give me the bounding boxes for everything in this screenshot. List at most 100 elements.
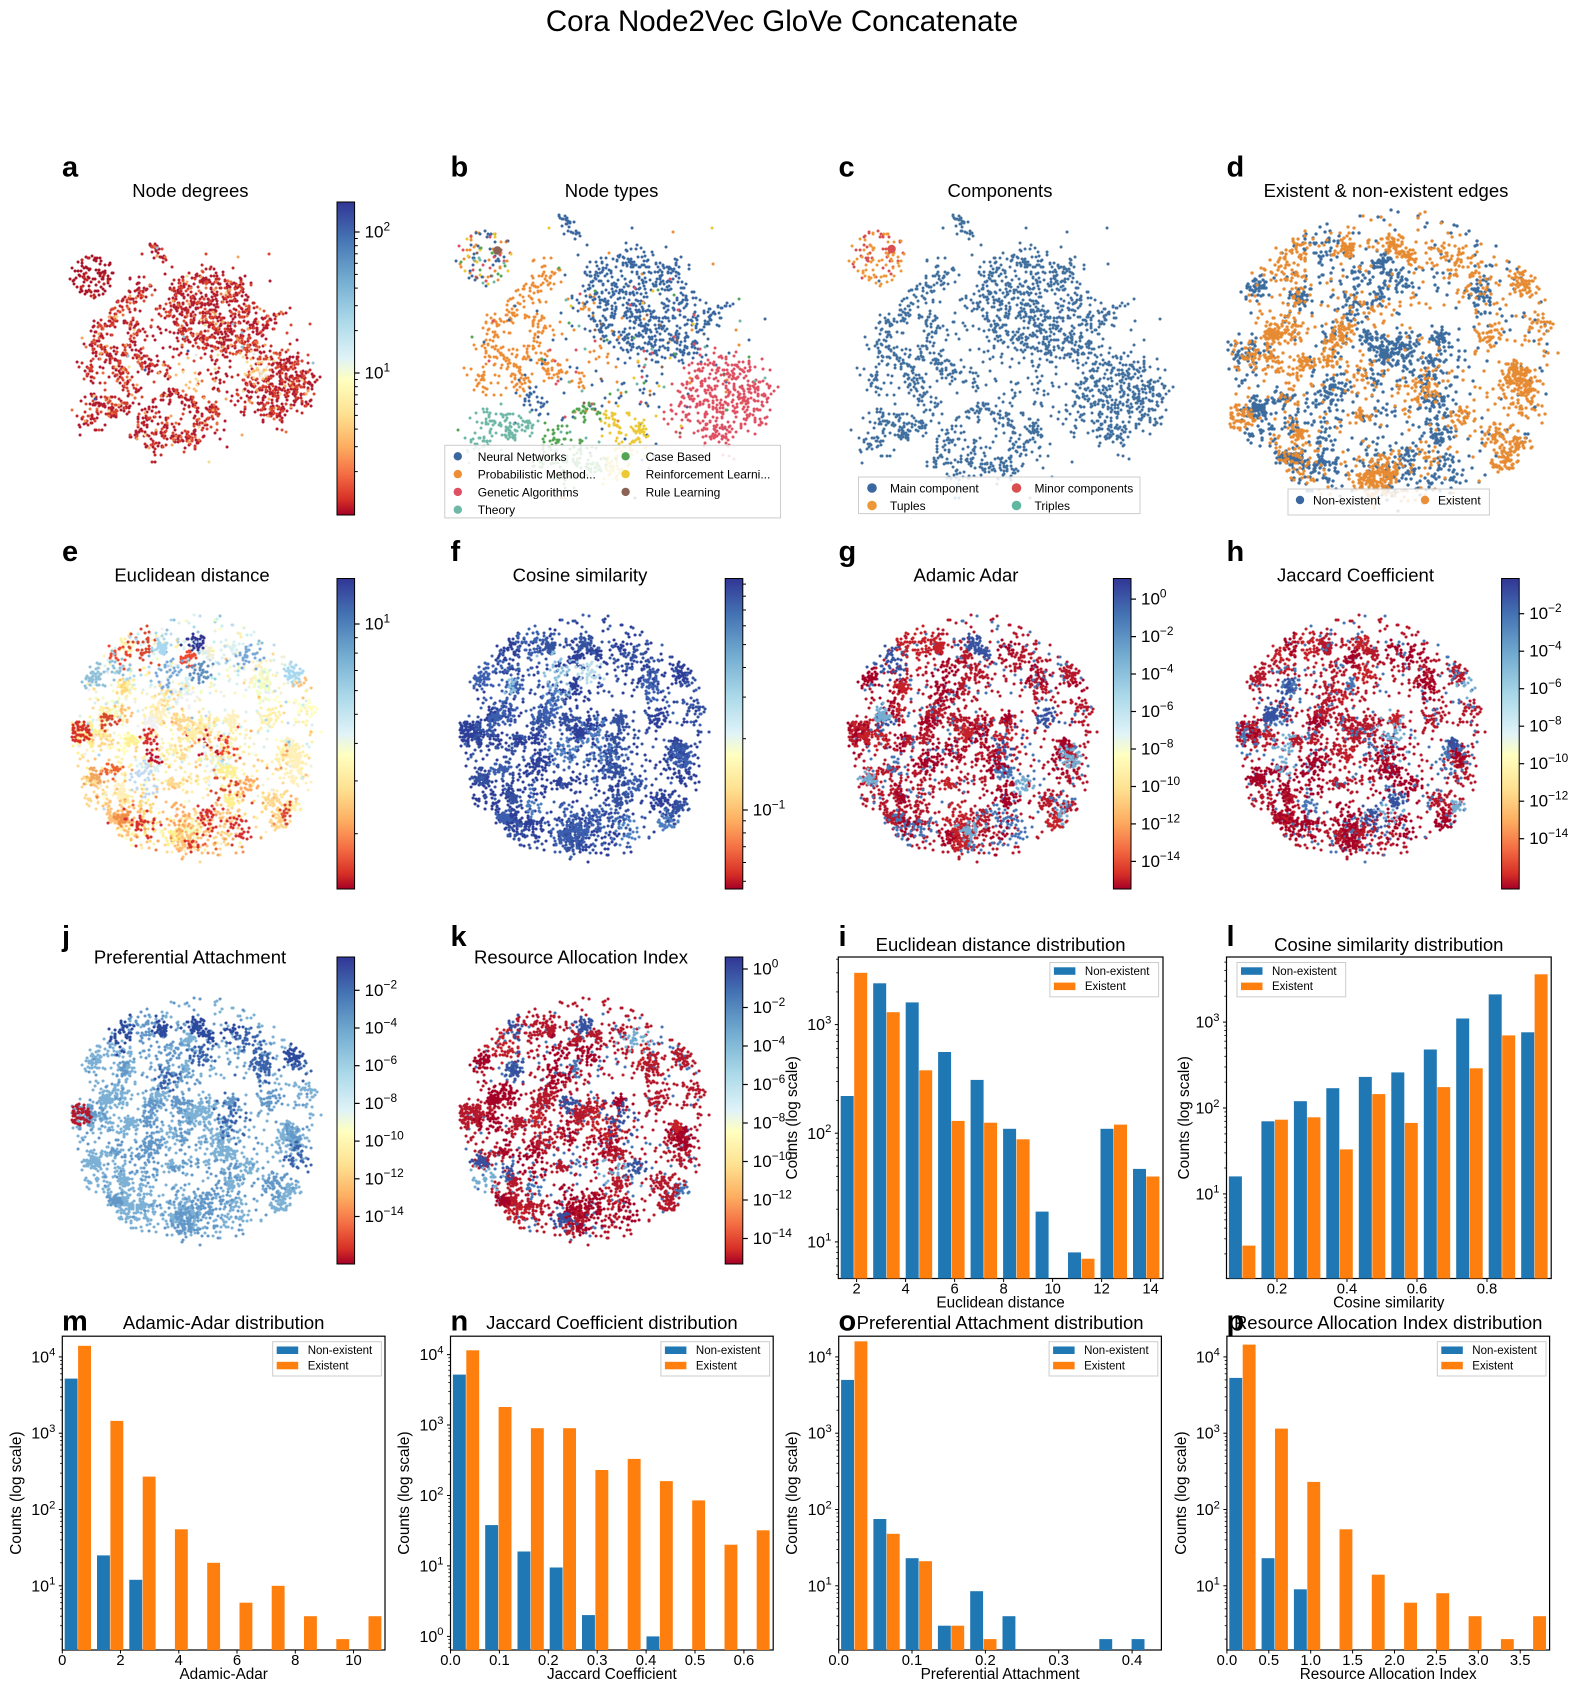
svg-text:Non-existent: Non-existent [308,1345,373,1357]
svg-text:Jaccard Coefficient: Jaccard Coefficient [1277,565,1434,586]
svg-text:0.8: 0.8 [1477,1282,1498,1298]
svg-text:0.5: 0.5 [1259,1653,1280,1669]
svg-text:Cosine similarity: Cosine similarity [513,565,648,586]
svg-text:4: 4 [901,1282,909,1298]
svg-text:Adamic-Adar: Adamic-Adar [179,1666,267,1683]
svg-text:Existent: Existent [696,1360,738,1372]
svg-text:10−12: 10−12 [753,1187,792,1209]
svg-text:6: 6 [233,1653,241,1669]
svg-text:Counts (log scale): Counts (log scale) [1173,1431,1190,1554]
svg-text:2: 2 [852,1282,860,1298]
svg-text:103: 103 [807,1014,831,1034]
svg-text:Existent: Existent [1084,1360,1126,1372]
svg-text:Counts (log scale): Counts (log scale) [396,1431,413,1554]
svg-text:10−2: 10−2 [365,978,398,1000]
svg-text:f: f [451,536,461,568]
svg-text:Non-existent: Non-existent [1085,966,1150,978]
svg-text:k: k [451,921,468,953]
svg-text:10−10: 10−10 [1529,751,1568,773]
svg-text:10−4: 10−4 [753,1033,786,1055]
svg-text:Existent: Existent [1085,981,1127,993]
svg-text:104: 104 [31,1347,55,1367]
svg-text:Counts (log scale): Counts (log scale) [784,1056,801,1179]
svg-text:Resource Allocation Index: Resource Allocation Index [474,947,689,968]
svg-text:10−12: 10−12 [1141,811,1180,833]
svg-text:100: 100 [419,1626,443,1646]
svg-text:0.4: 0.4 [1122,1653,1143,1669]
svg-text:14: 14 [1142,1282,1158,1298]
svg-text:0.1: 0.1 [902,1653,923,1669]
svg-text:103: 103 [1195,1012,1219,1032]
svg-text:Cosine similarity: Cosine similarity [1333,1295,1445,1312]
svg-text:0.2: 0.2 [538,1653,559,1669]
svg-text:j: j [61,921,70,953]
svg-text:103: 103 [808,1423,832,1443]
svg-text:10: 10 [345,1653,361,1669]
svg-text:Non-existent: Non-existent [1472,1345,1537,1357]
svg-text:Resource Allocation Index dist: Resource Allocation Index distribution [1234,1312,1543,1333]
svg-text:Theory: Theory [478,503,515,517]
svg-text:Resource Allocation Index: Resource Allocation Index [1300,1666,1477,1683]
svg-text:101: 101 [419,1556,443,1576]
svg-text:8: 8 [999,1282,1007,1298]
svg-text:Counts (log scale): Counts (log scale) [8,1431,25,1554]
svg-text:Probabilistic Method...: Probabilistic Method... [478,468,596,482]
svg-text:101: 101 [1195,1184,1219,1204]
svg-text:101: 101 [807,1232,831,1252]
svg-text:Euclidean distance distributio: Euclidean distance distribution [876,934,1126,955]
svg-text:10−8: 10−8 [753,1110,786,1132]
svg-text:102: 102 [31,1499,55,1519]
svg-text:m: m [62,1306,88,1338]
svg-text:0.2: 0.2 [1267,1282,1288,1298]
svg-text:d: d [1227,152,1245,184]
svg-text:3.0: 3.0 [1468,1653,1489,1669]
svg-text:h: h [1227,536,1245,568]
svg-text:101: 101 [365,611,391,633]
svg-text:Adamic Adar: Adamic Adar [914,565,1019,586]
svg-text:12: 12 [1093,1282,1109,1298]
svg-text:c: c [839,152,855,184]
svg-text:10−12: 10−12 [365,1166,404,1188]
svg-text:Existent: Existent [1272,981,1314,993]
svg-text:10−1: 10−1 [753,797,786,819]
svg-text:102: 102 [808,1499,832,1519]
svg-text:Preferential Attachment: Preferential Attachment [921,1666,1081,1683]
svg-text:o: o [839,1306,857,1338]
svg-text:10−2: 10−2 [1141,624,1174,646]
svg-text:0.3: 0.3 [1048,1653,1069,1669]
svg-text:10−8: 10−8 [1529,714,1562,736]
svg-text:104: 104 [1196,1347,1220,1367]
svg-text:10−10: 10−10 [365,1129,404,1151]
svg-text:102: 102 [1195,1098,1219,1118]
svg-text:Reinforcement Learni...: Reinforcement Learni... [646,468,771,482]
svg-text:102: 102 [365,219,391,241]
svg-text:102: 102 [419,1485,443,1505]
svg-text:0.0: 0.0 [440,1653,461,1669]
svg-text:l: l [1227,921,1235,953]
svg-text:10−2: 10−2 [1529,601,1562,623]
svg-text:Existent: Existent [1472,1360,1514,1372]
svg-text:g: g [839,536,857,568]
svg-text:Euclidean distance: Euclidean distance [114,565,269,586]
svg-text:104: 104 [808,1347,832,1367]
svg-text:a: a [62,152,79,184]
svg-text:102: 102 [807,1123,831,1143]
svg-text:0.4: 0.4 [636,1653,657,1669]
svg-text:101: 101 [365,360,391,382]
svg-text:10−6: 10−6 [753,1072,786,1094]
svg-text:0.0: 0.0 [1217,1653,1238,1669]
svg-text:2: 2 [116,1653,124,1669]
svg-text:10−4: 10−4 [365,1015,398,1037]
svg-text:103: 103 [419,1415,443,1435]
svg-text:1.5: 1.5 [1342,1653,1363,1669]
svg-text:Non-existent: Non-existent [1313,494,1381,508]
svg-text:e: e [62,536,78,568]
svg-text:10−14: 10−14 [1529,826,1568,848]
svg-text:8: 8 [291,1653,299,1669]
svg-text:0.6: 0.6 [1407,1282,1428,1298]
svg-text:100: 100 [1141,587,1167,609]
svg-text:Jaccard Coefficient distributi: Jaccard Coefficient distribution [486,1312,738,1333]
svg-text:10−8: 10−8 [365,1091,398,1113]
svg-text:Node types: Node types [565,180,659,201]
svg-text:10−8: 10−8 [1141,736,1174,758]
